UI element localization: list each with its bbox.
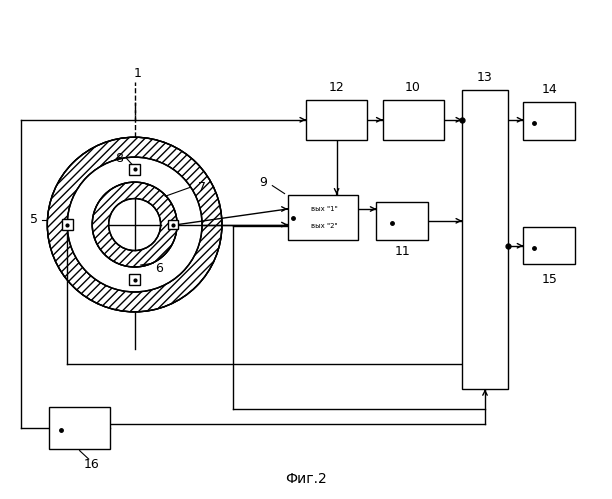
Bar (523, 102, 575, 140)
Text: 7: 7 (198, 181, 206, 194)
Text: 1: 1 (134, 67, 141, 80)
Ellipse shape (109, 199, 160, 250)
Bar (462, 90, 508, 389)
Bar (376, 202, 428, 240)
Bar (288, 195, 358, 240)
Bar (129, 274, 140, 285)
Bar (129, 164, 140, 175)
Text: вых "2": вых "2" (311, 223, 338, 229)
Ellipse shape (92, 182, 177, 267)
Text: 16: 16 (84, 458, 100, 471)
Text: 8: 8 (115, 152, 124, 165)
Bar (306, 100, 367, 140)
Text: 14: 14 (542, 83, 557, 96)
Text: вых "1": вых "1" (311, 206, 338, 212)
Text: 6: 6 (155, 262, 163, 275)
Bar (382, 100, 444, 140)
Ellipse shape (67, 157, 202, 292)
Ellipse shape (47, 137, 222, 312)
Bar (62, 219, 73, 230)
Ellipse shape (67, 157, 202, 292)
Text: 5: 5 (29, 213, 38, 226)
Text: 11: 11 (395, 246, 410, 258)
Ellipse shape (92, 182, 177, 267)
Text: 15: 15 (542, 273, 557, 286)
Text: Фиг.2: Фиг.2 (285, 472, 327, 486)
Text: 12: 12 (329, 81, 345, 94)
Text: 10: 10 (405, 81, 421, 94)
Text: 9: 9 (259, 176, 267, 189)
Ellipse shape (109, 199, 160, 250)
Text: 13: 13 (477, 71, 493, 84)
Bar (168, 220, 177, 230)
Ellipse shape (67, 157, 202, 292)
Bar (49, 407, 110, 449)
Bar (523, 227, 575, 264)
Ellipse shape (109, 199, 160, 250)
